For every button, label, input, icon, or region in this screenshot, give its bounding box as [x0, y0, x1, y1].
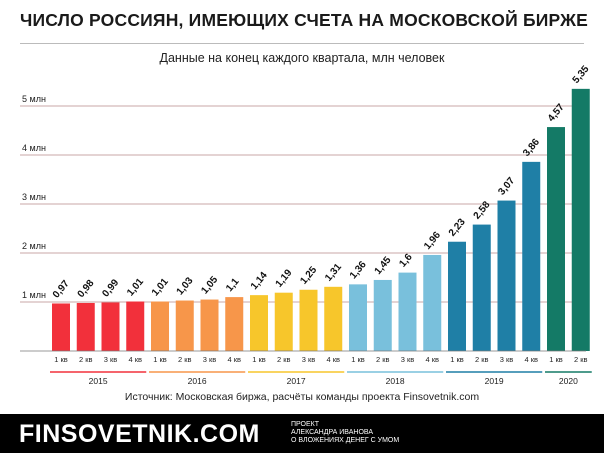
bar-value-label: 2,58	[472, 199, 493, 221]
tagline-line: О ВЛОЖЕНИЯХ ДЕНЕГ С УМОМ	[291, 437, 400, 444]
bar	[76, 302, 95, 351]
bar	[522, 161, 541, 351]
chart-subtitle: Данные на конец каждого квартала, млн че…	[159, 51, 445, 65]
bar-value-label: 0,97	[51, 278, 72, 300]
bar	[225, 297, 244, 351]
title-divider	[20, 43, 584, 44]
y-tick-label: 3 млн	[22, 192, 46, 202]
y-tick-label: 1 млн	[22, 290, 46, 300]
bar-value-label: 1,14	[249, 270, 270, 292]
bar	[423, 254, 442, 351]
bar	[52, 303, 70, 351]
x-tick-label: 1 кв	[252, 355, 266, 364]
bar	[274, 292, 293, 351]
bar	[571, 88, 590, 351]
brand-tagline: ПРОЕКТ АЛЕКСАНДРА ИВАНОВА О ВЛОЖЕНИЯХ ДЕ…	[291, 421, 421, 445]
bar-value-label: 1,03	[175, 275, 196, 297]
bar-value-label: 3,86	[521, 136, 542, 158]
bar	[101, 302, 120, 351]
bar-value-label: 0,99	[100, 277, 121, 299]
bar-value-label: 0,98	[76, 278, 97, 300]
x-tick-label: 4 кв	[227, 355, 241, 364]
bar-value-label: 1,1	[224, 276, 242, 294]
bar	[250, 295, 268, 351]
y-tick-label: 2 млн	[22, 241, 46, 251]
x-tick-label: 2 кв	[475, 355, 489, 364]
x-tick-label: 4 кв	[326, 355, 340, 364]
x-tick-label: 2 кв	[79, 355, 93, 364]
bar	[349, 284, 367, 351]
x-tick-label: 2 кв	[574, 355, 588, 364]
x-tick-label: 4 кв	[128, 355, 142, 364]
x-tick-label: 3 кв	[203, 355, 217, 364]
bar	[472, 224, 491, 351]
bar	[126, 301, 145, 351]
bar	[547, 127, 565, 351]
footer-bar: FINSOVETNIK.COM ПРОЕКТ АЛЕКСАНДРА ИВАНОВ…	[0, 414, 604, 453]
year-label: 2015	[89, 376, 108, 386]
x-tick-label: 2 кв	[376, 355, 390, 364]
x-tick-label: 3 кв	[302, 355, 316, 364]
bar	[398, 272, 417, 351]
x-tick-label: 1 кв	[549, 355, 563, 364]
x-tick-label: 3 кв	[401, 355, 415, 364]
year-label: 2017	[287, 376, 306, 386]
tagline-line: ПРОЕКТ	[291, 421, 320, 428]
year-label: 2019	[485, 376, 504, 386]
bar	[175, 300, 194, 351]
bar-value-label: 1,31	[323, 261, 344, 283]
bar	[373, 279, 392, 351]
x-tick-label: 1 кв	[450, 355, 464, 364]
y-tick-label: 5 млн	[22, 94, 46, 104]
x-tick-label: 1 кв	[153, 355, 167, 364]
bar-value-label: 5,35	[571, 63, 592, 85]
bar-value-label: 1,01	[125, 276, 146, 298]
bar-value-label: 1,36	[348, 259, 369, 281]
x-tick-label: 4 кв	[425, 355, 439, 364]
x-tick-label: 1 кв	[351, 355, 365, 364]
bar-layer	[52, 88, 590, 351]
brand-logo[interactable]: FINSOVETNIK.COM	[19, 420, 260, 448]
year-label: 2020	[559, 376, 578, 386]
tagline-line: АЛЕКСАНДРА ИВАНОВА	[291, 429, 374, 436]
y-tick-label: 4 млн	[22, 143, 46, 153]
x-tick-label: 2 кв	[277, 355, 291, 364]
axis-layer	[20, 350, 592, 373]
x-tick-label: 2 кв	[178, 355, 192, 364]
bar-value-label: 1,45	[373, 255, 394, 277]
bar	[324, 286, 343, 351]
bar	[497, 200, 516, 351]
bar-value-label: 1,96	[422, 230, 443, 252]
bar-value-label: 1,6	[397, 251, 415, 269]
bar-value-label: 1,25	[298, 264, 319, 286]
x-tick-label: 4 кв	[524, 355, 538, 364]
x-tick-label: 3 кв	[500, 355, 514, 364]
bar-chart: 1 млн 2 млн 3 млн 4 млн 5 млн 0,97 1 кв 0,98 2 к…	[20, 63, 592, 386]
bar-value-label: 1,05	[199, 274, 220, 296]
bar	[299, 289, 318, 351]
bar	[448, 241, 466, 351]
bar-value-label: 3,07	[496, 175, 517, 197]
bar-value-label: 2,23	[447, 216, 468, 238]
source-note: Источник: Московская биржа, расчёты кома…	[124, 391, 480, 403]
bar-value-label: 4,57	[546, 102, 567, 124]
year-label: 2016	[188, 376, 207, 386]
bar	[151, 301, 169, 351]
year-label: 2018	[386, 376, 405, 386]
x-tick-label: 1 кв	[54, 355, 68, 364]
x-tick-label: 3 кв	[104, 355, 118, 364]
bar-value-label: 1,19	[274, 267, 295, 289]
chart-title: ЧИСЛО РОССИЯН, ИМЕЮЩИХ СЧЕТА НА МОСКОВСК…	[20, 10, 589, 30]
bar	[200, 299, 219, 351]
bar-value-label: 1,01	[150, 276, 171, 298]
